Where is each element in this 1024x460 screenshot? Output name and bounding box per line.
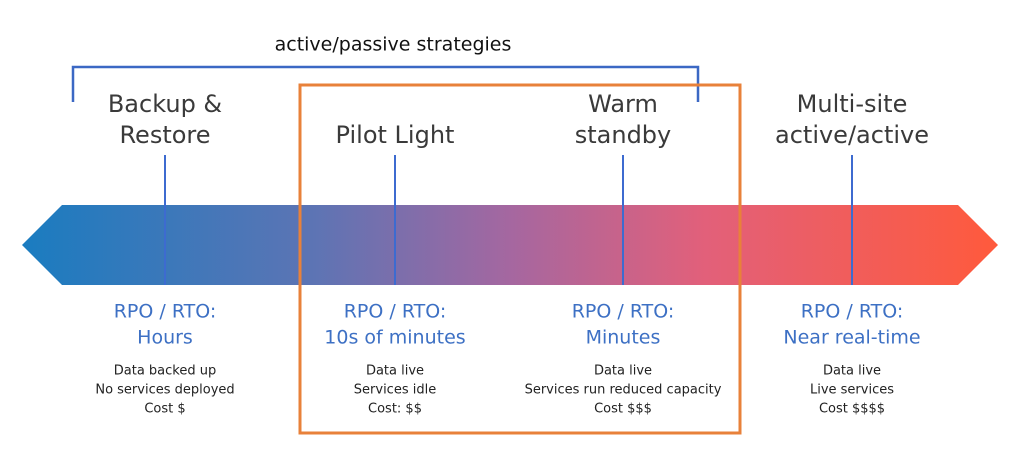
rpo-value: Hours (137, 327, 193, 349)
detail: Data live (823, 364, 881, 379)
detail: No services deployed (95, 383, 234, 398)
detail: Cost $$$$ (819, 402, 885, 417)
strategy-name: active/active (775, 121, 929, 149)
rpo-label: RPO / RTO: (114, 301, 217, 323)
rpo-value: Near real-time (783, 327, 920, 349)
detail: Data live (594, 364, 652, 379)
strategy-name: Multi-site (797, 90, 908, 118)
spectrum-arrow (22, 205, 998, 285)
strategy-name: Restore (119, 121, 210, 149)
detail: Services run reduced capacity (525, 383, 722, 398)
highlight-box (298, 83, 742, 435)
detail: Cost: $$ (368, 402, 422, 417)
rpo-value: 10s of minutes (324, 327, 465, 349)
detail: Live services (810, 383, 894, 398)
strategy-name: standby (575, 121, 672, 149)
strategy-name: Backup & (108, 90, 222, 118)
detail: Cost $$$ (594, 402, 652, 417)
rpo-label: RPO / RTO: (344, 301, 447, 323)
strategy-name: Pilot Light (336, 121, 455, 149)
detail: Data backed up (114, 364, 216, 379)
strategy-name: Warm (588, 90, 658, 118)
detail: Cost $ (144, 402, 185, 417)
bracket-label: active/passive strategies (275, 34, 512, 56)
rpo-label: RPO / RTO: (572, 301, 675, 323)
detail: Data live (366, 364, 424, 379)
rpo-value: Minutes (586, 327, 661, 349)
detail: Services idle (354, 383, 436, 398)
rpo-label: RPO / RTO: (801, 301, 904, 323)
